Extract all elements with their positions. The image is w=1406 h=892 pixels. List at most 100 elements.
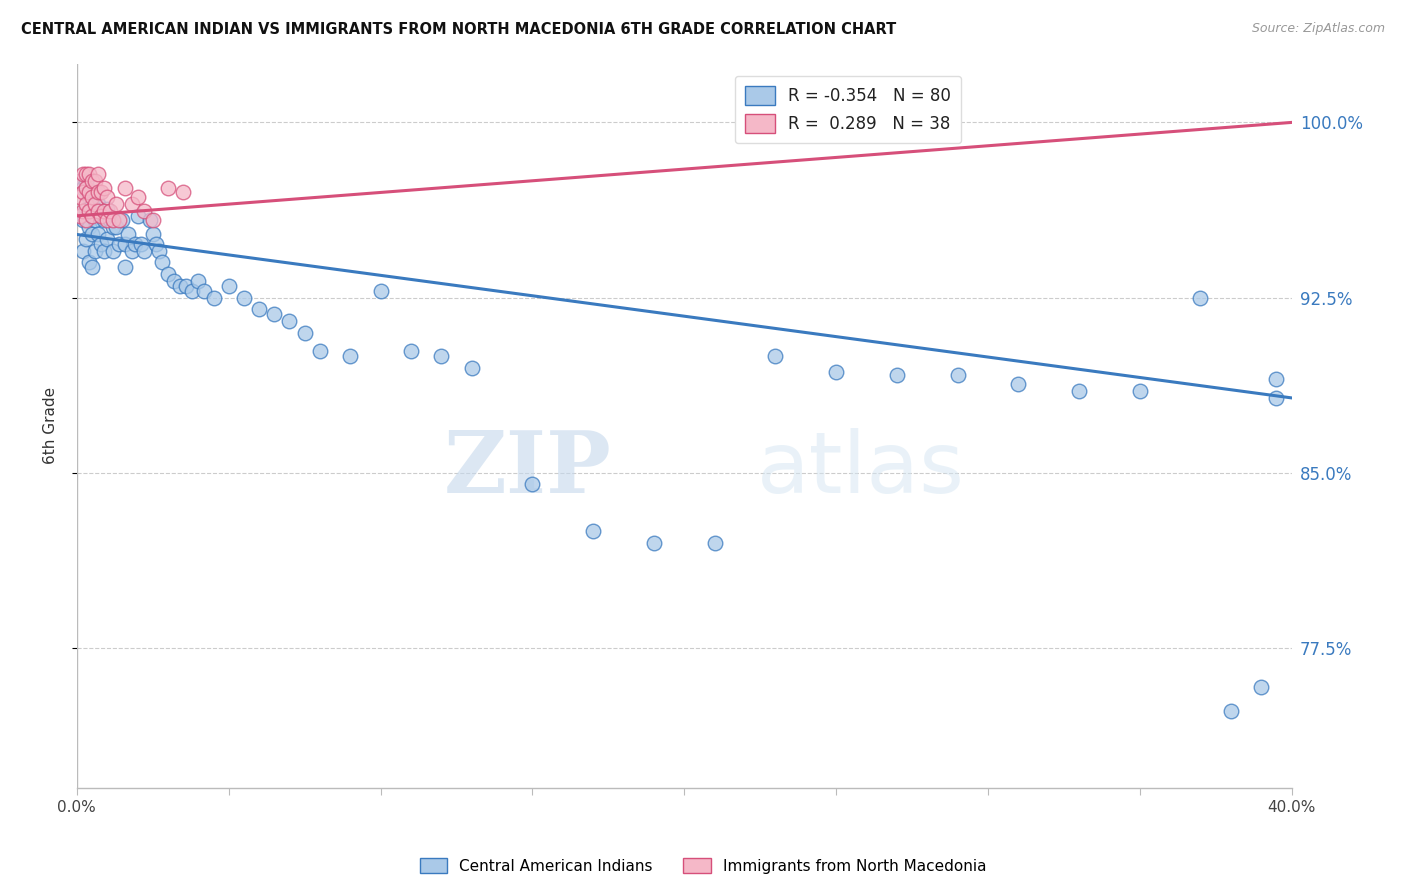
Text: ZIP: ZIP — [443, 427, 612, 511]
Point — [370, 284, 392, 298]
Point — [96, 190, 118, 204]
Point — [69, 209, 91, 223]
Point — [111, 213, 134, 227]
Point — [187, 274, 209, 288]
Point — [763, 349, 786, 363]
Point — [77, 204, 100, 219]
Point — [72, 244, 94, 258]
Point — [108, 213, 131, 227]
Point — [142, 227, 165, 242]
Point — [308, 344, 330, 359]
Point — [80, 209, 103, 223]
Point — [582, 524, 605, 538]
Point — [93, 213, 115, 227]
Point — [150, 255, 173, 269]
Point — [121, 197, 143, 211]
Point — [156, 267, 179, 281]
Y-axis label: 6th Grade: 6th Grade — [44, 387, 58, 465]
Point — [69, 190, 91, 204]
Point — [80, 197, 103, 211]
Point — [77, 190, 100, 204]
Point — [117, 227, 139, 242]
Point — [87, 204, 110, 219]
Point — [114, 260, 136, 275]
Point — [1067, 384, 1090, 398]
Point — [703, 535, 725, 549]
Point — [156, 181, 179, 195]
Point — [825, 365, 848, 379]
Point — [77, 255, 100, 269]
Point — [69, 174, 91, 188]
Point — [247, 302, 270, 317]
Point — [72, 186, 94, 200]
Point — [77, 220, 100, 235]
Point — [886, 368, 908, 382]
Point — [172, 186, 194, 200]
Point — [69, 209, 91, 223]
Point — [87, 227, 110, 242]
Legend: R = -0.354   N = 80, R =  0.289   N = 38: R = -0.354 N = 80, R = 0.289 N = 38 — [735, 76, 962, 143]
Point — [93, 181, 115, 195]
Point — [1189, 291, 1212, 305]
Point — [1007, 376, 1029, 391]
Legend: Central American Indians, Immigrants from North Macedonia: Central American Indians, Immigrants fro… — [413, 852, 993, 880]
Point — [84, 186, 107, 200]
Point — [399, 344, 422, 359]
Point — [77, 186, 100, 200]
Point — [1219, 704, 1241, 718]
Point — [294, 326, 316, 340]
Point — [121, 244, 143, 258]
Point — [114, 181, 136, 195]
Point — [96, 202, 118, 216]
Point — [103, 213, 125, 227]
Point — [84, 244, 107, 258]
Point — [430, 349, 453, 363]
Point — [105, 220, 128, 235]
Point — [75, 232, 97, 246]
Point — [193, 284, 215, 298]
Point — [98, 204, 121, 219]
Point — [84, 213, 107, 227]
Point — [80, 190, 103, 204]
Point — [77, 167, 100, 181]
Text: CENTRAL AMERICAN INDIAN VS IMMIGRANTS FROM NORTH MACEDONIA 6TH GRADE CORRELATION: CENTRAL AMERICAN INDIAN VS IMMIGRANTS FR… — [21, 22, 897, 37]
Point — [108, 236, 131, 251]
Point — [75, 213, 97, 227]
Point — [263, 307, 285, 321]
Point — [169, 278, 191, 293]
Point — [87, 197, 110, 211]
Point — [460, 360, 482, 375]
Point — [127, 209, 149, 223]
Point — [93, 244, 115, 258]
Point — [522, 477, 544, 491]
Point — [139, 213, 162, 227]
Point — [124, 236, 146, 251]
Point — [1129, 384, 1152, 398]
Text: Source: ZipAtlas.com: Source: ZipAtlas.com — [1251, 22, 1385, 36]
Text: atlas: atlas — [756, 428, 965, 511]
Point — [114, 236, 136, 251]
Point — [72, 167, 94, 181]
Point — [69, 174, 91, 188]
Point — [946, 368, 969, 382]
Point — [90, 209, 112, 223]
Point — [1265, 391, 1288, 405]
Point — [84, 197, 107, 211]
Point — [218, 278, 240, 293]
Point — [90, 186, 112, 200]
Point — [163, 274, 186, 288]
Point — [93, 204, 115, 219]
Point — [127, 190, 149, 204]
Point — [75, 174, 97, 188]
Point — [1265, 372, 1288, 386]
Point — [90, 209, 112, 223]
Point — [202, 291, 225, 305]
Point — [129, 236, 152, 251]
Point — [80, 227, 103, 242]
Point — [87, 186, 110, 200]
Point — [80, 174, 103, 188]
Point — [96, 232, 118, 246]
Point — [232, 291, 254, 305]
Point — [105, 197, 128, 211]
Point — [72, 213, 94, 227]
